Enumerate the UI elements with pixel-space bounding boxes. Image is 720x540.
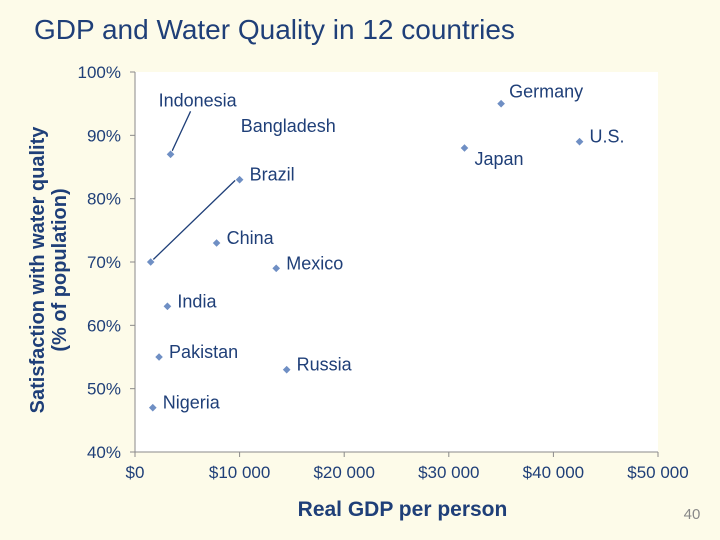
point-marker	[271, 263, 282, 274]
y-tick-label: 60%	[87, 316, 121, 335]
x-tick-label: $40 000	[523, 463, 584, 482]
point-marker	[165, 149, 176, 160]
point-label: Bangladesh	[241, 116, 336, 136]
x-tick-label: $20 000	[313, 463, 374, 482]
point-marker	[162, 301, 173, 312]
point-label: Russia	[297, 355, 353, 375]
point-u-s: U.S.	[574, 127, 625, 147]
point-india: India	[162, 291, 217, 312]
point-marker	[153, 351, 165, 363]
tick-labels: 40% 50% 60% 70% 80% 90% 100% $0 $10 000 $20 000 $3…	[78, 63, 689, 482]
point-bangladesh: Bangladesh	[145, 116, 336, 268]
axes	[130, 71, 659, 457]
point-label: U.S.	[590, 127, 625, 147]
x-tick-label: $50 000	[627, 463, 688, 482]
x-axis-label: Real GDP per person	[297, 498, 508, 521]
y-tick-label: 90%	[87, 126, 121, 145]
point-pakistan: Pakistan	[153, 342, 238, 363]
leader-line	[169, 111, 192, 155]
point-japan: Japan	[459, 142, 524, 169]
point-indonesia: Indonesia	[159, 90, 238, 160]
point-label: India	[177, 291, 217, 311]
chart-title: GDP and Water Quality in 12 countries	[34, 14, 515, 45]
point-label: Japan	[474, 149, 523, 169]
x-tick-label: $10 000	[209, 463, 270, 482]
point-marker	[574, 136, 585, 147]
x-tick-label: $0	[126, 463, 145, 482]
y-tick-label: 80%	[87, 190, 121, 209]
leader-line	[150, 176, 240, 263]
point-marker	[281, 364, 292, 375]
point-china: China	[211, 228, 275, 249]
point-label: Indonesia	[159, 90, 238, 110]
point-label: Nigeria	[163, 393, 221, 413]
point-label: China	[227, 228, 275, 248]
leader-lines	[150, 111, 240, 263]
plot-area	[135, 72, 658, 452]
point-marker	[495, 98, 507, 109]
point-marker	[145, 256, 156, 268]
point-label: Mexico	[286, 253, 343, 273]
page-number: 40	[683, 506, 701, 523]
y-tick-label: 70%	[87, 253, 121, 272]
point-label: Germany	[509, 82, 583, 102]
point-marker	[211, 237, 222, 249]
point-brazil: Brazil	[234, 165, 295, 185]
point-label: Brazil	[250, 165, 295, 185]
point-nigeria: Nigeria	[147, 393, 221, 413]
point-russia: Russia	[281, 355, 353, 375]
point-marker	[147, 402, 158, 413]
point-mexico: Mexico	[271, 253, 343, 274]
point-germany: Germany	[495, 82, 583, 109]
point-label: Pakistan	[169, 342, 238, 362]
point-marker	[459, 142, 470, 154]
y-tick-label: 50%	[87, 380, 121, 399]
y-tick-label: 40%	[87, 443, 121, 462]
y-tick-label: 100%	[78, 63, 121, 82]
point-marker	[234, 174, 245, 185]
x-tick-label: $30 000	[418, 463, 479, 482]
